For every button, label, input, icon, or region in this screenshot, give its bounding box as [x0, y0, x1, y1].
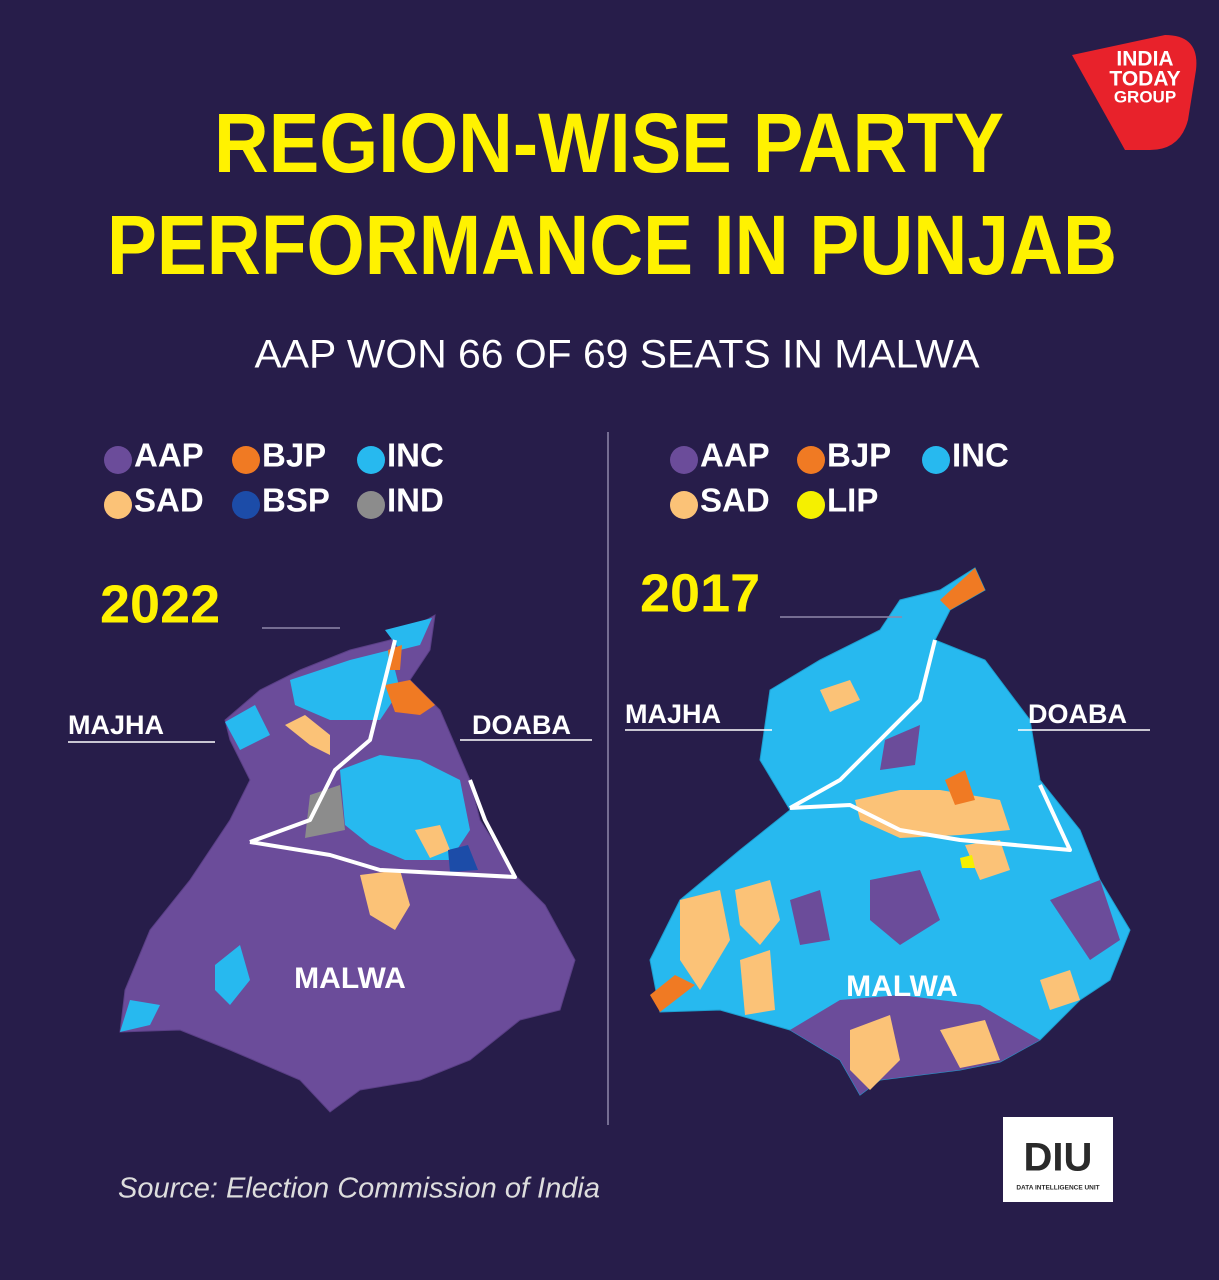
logo-text: INDIA — [1116, 48, 1173, 71]
subtitle: AAP WON 66 OF 69 SEATS IN MALWA — [255, 333, 980, 377]
map-area — [680, 890, 730, 990]
map-area — [215, 945, 250, 1005]
map-area — [820, 680, 860, 712]
map-area — [385, 618, 432, 650]
map-area — [285, 715, 330, 755]
legend-swatch — [232, 446, 260, 474]
title: PERFORMANCE IN PUNJAB — [107, 198, 1117, 292]
map-area — [650, 975, 695, 1012]
legend-label: BSP — [262, 482, 330, 519]
map-area — [740, 950, 775, 1015]
badge-caption: DATA INTELLIGENCE UNIT — [1016, 1185, 1099, 1192]
legend-swatch — [104, 446, 132, 474]
region-label: MAJHA — [68, 710, 164, 740]
map-area — [290, 650, 400, 720]
region-boundary — [789, 639, 937, 810]
map-area — [225, 705, 270, 750]
badge-text: DIU — [1024, 1136, 1093, 1180]
region-label: MAJHA — [625, 699, 721, 729]
year: 2022 — [100, 574, 220, 634]
map-area — [1040, 970, 1080, 1010]
year: 2017 — [640, 563, 760, 623]
map-area — [850, 1015, 900, 1090]
legend-swatch — [357, 491, 385, 519]
region-boundary — [789, 784, 1072, 852]
legend-swatch — [797, 491, 825, 519]
badge-box — [1003, 1117, 1113, 1202]
logo-shape — [1072, 35, 1197, 150]
logo: INDIA TODAY GROUP — [1072, 35, 1197, 150]
map-area — [870, 870, 940, 945]
legend-label: AAP — [134, 437, 204, 474]
legend-label: BJP — [827, 437, 891, 474]
legend-swatch — [670, 446, 698, 474]
map-area — [120, 1000, 160, 1032]
map-2022 — [119, 614, 576, 1113]
panel-labels: 2022 MAJHA DOABA MALWA — [68, 574, 592, 995]
legend-label: INC — [387, 437, 444, 474]
map-area — [448, 845, 478, 872]
map-area — [360, 870, 410, 930]
region-label: MALWA — [846, 970, 958, 1003]
legend-label: LIP — [827, 482, 878, 519]
legend-label: AAP — [700, 437, 770, 474]
title: REGION-WISE PARTY — [214, 96, 1004, 190]
map-area — [945, 770, 975, 805]
map-area — [735, 880, 780, 945]
legend-swatch — [670, 491, 698, 519]
legend-label: IND — [387, 482, 444, 519]
map-area — [790, 890, 830, 945]
source: Source: Election Commission of India — [118, 1173, 600, 1205]
legend: AAP BJP INC SAD BSP IND — [104, 437, 444, 519]
diu-badge: DIU DATA INTELLIGENCE UNIT — [1003, 1117, 1113, 1202]
legend-swatch — [797, 446, 825, 474]
legend-label: BJP — [262, 437, 326, 474]
map-area — [385, 680, 435, 715]
map-area — [1050, 880, 1120, 960]
panel-labels: 2017 MAJHA DOABA MALWA — [625, 563, 1150, 1003]
map-area — [940, 568, 985, 610]
logo-text: GROUP — [1114, 87, 1176, 106]
region-label: DOABA — [472, 710, 571, 740]
map-area — [415, 825, 450, 858]
logo-text: TODAY — [1109, 68, 1180, 91]
legend-swatch — [104, 491, 132, 519]
map-area — [965, 840, 1010, 880]
region-label: MALWA — [294, 962, 406, 995]
legend: AAP BJP INC SAD LIP — [670, 437, 1009, 519]
legend-label: SAD — [134, 482, 204, 519]
region-boundary — [249, 779, 517, 879]
region-label: DOABA — [1028, 699, 1127, 729]
region-boundary — [249, 639, 397, 844]
legend-swatch — [922, 446, 950, 474]
legend-swatch — [232, 491, 260, 519]
map-area — [305, 785, 345, 838]
map-2017 — [649, 567, 1131, 1096]
map-area — [880, 725, 920, 770]
legend-swatch — [357, 446, 385, 474]
map-area — [960, 855, 975, 868]
legend-label: SAD — [700, 482, 770, 519]
map-area — [940, 1020, 1000, 1068]
legend-label: INC — [952, 437, 1009, 474]
